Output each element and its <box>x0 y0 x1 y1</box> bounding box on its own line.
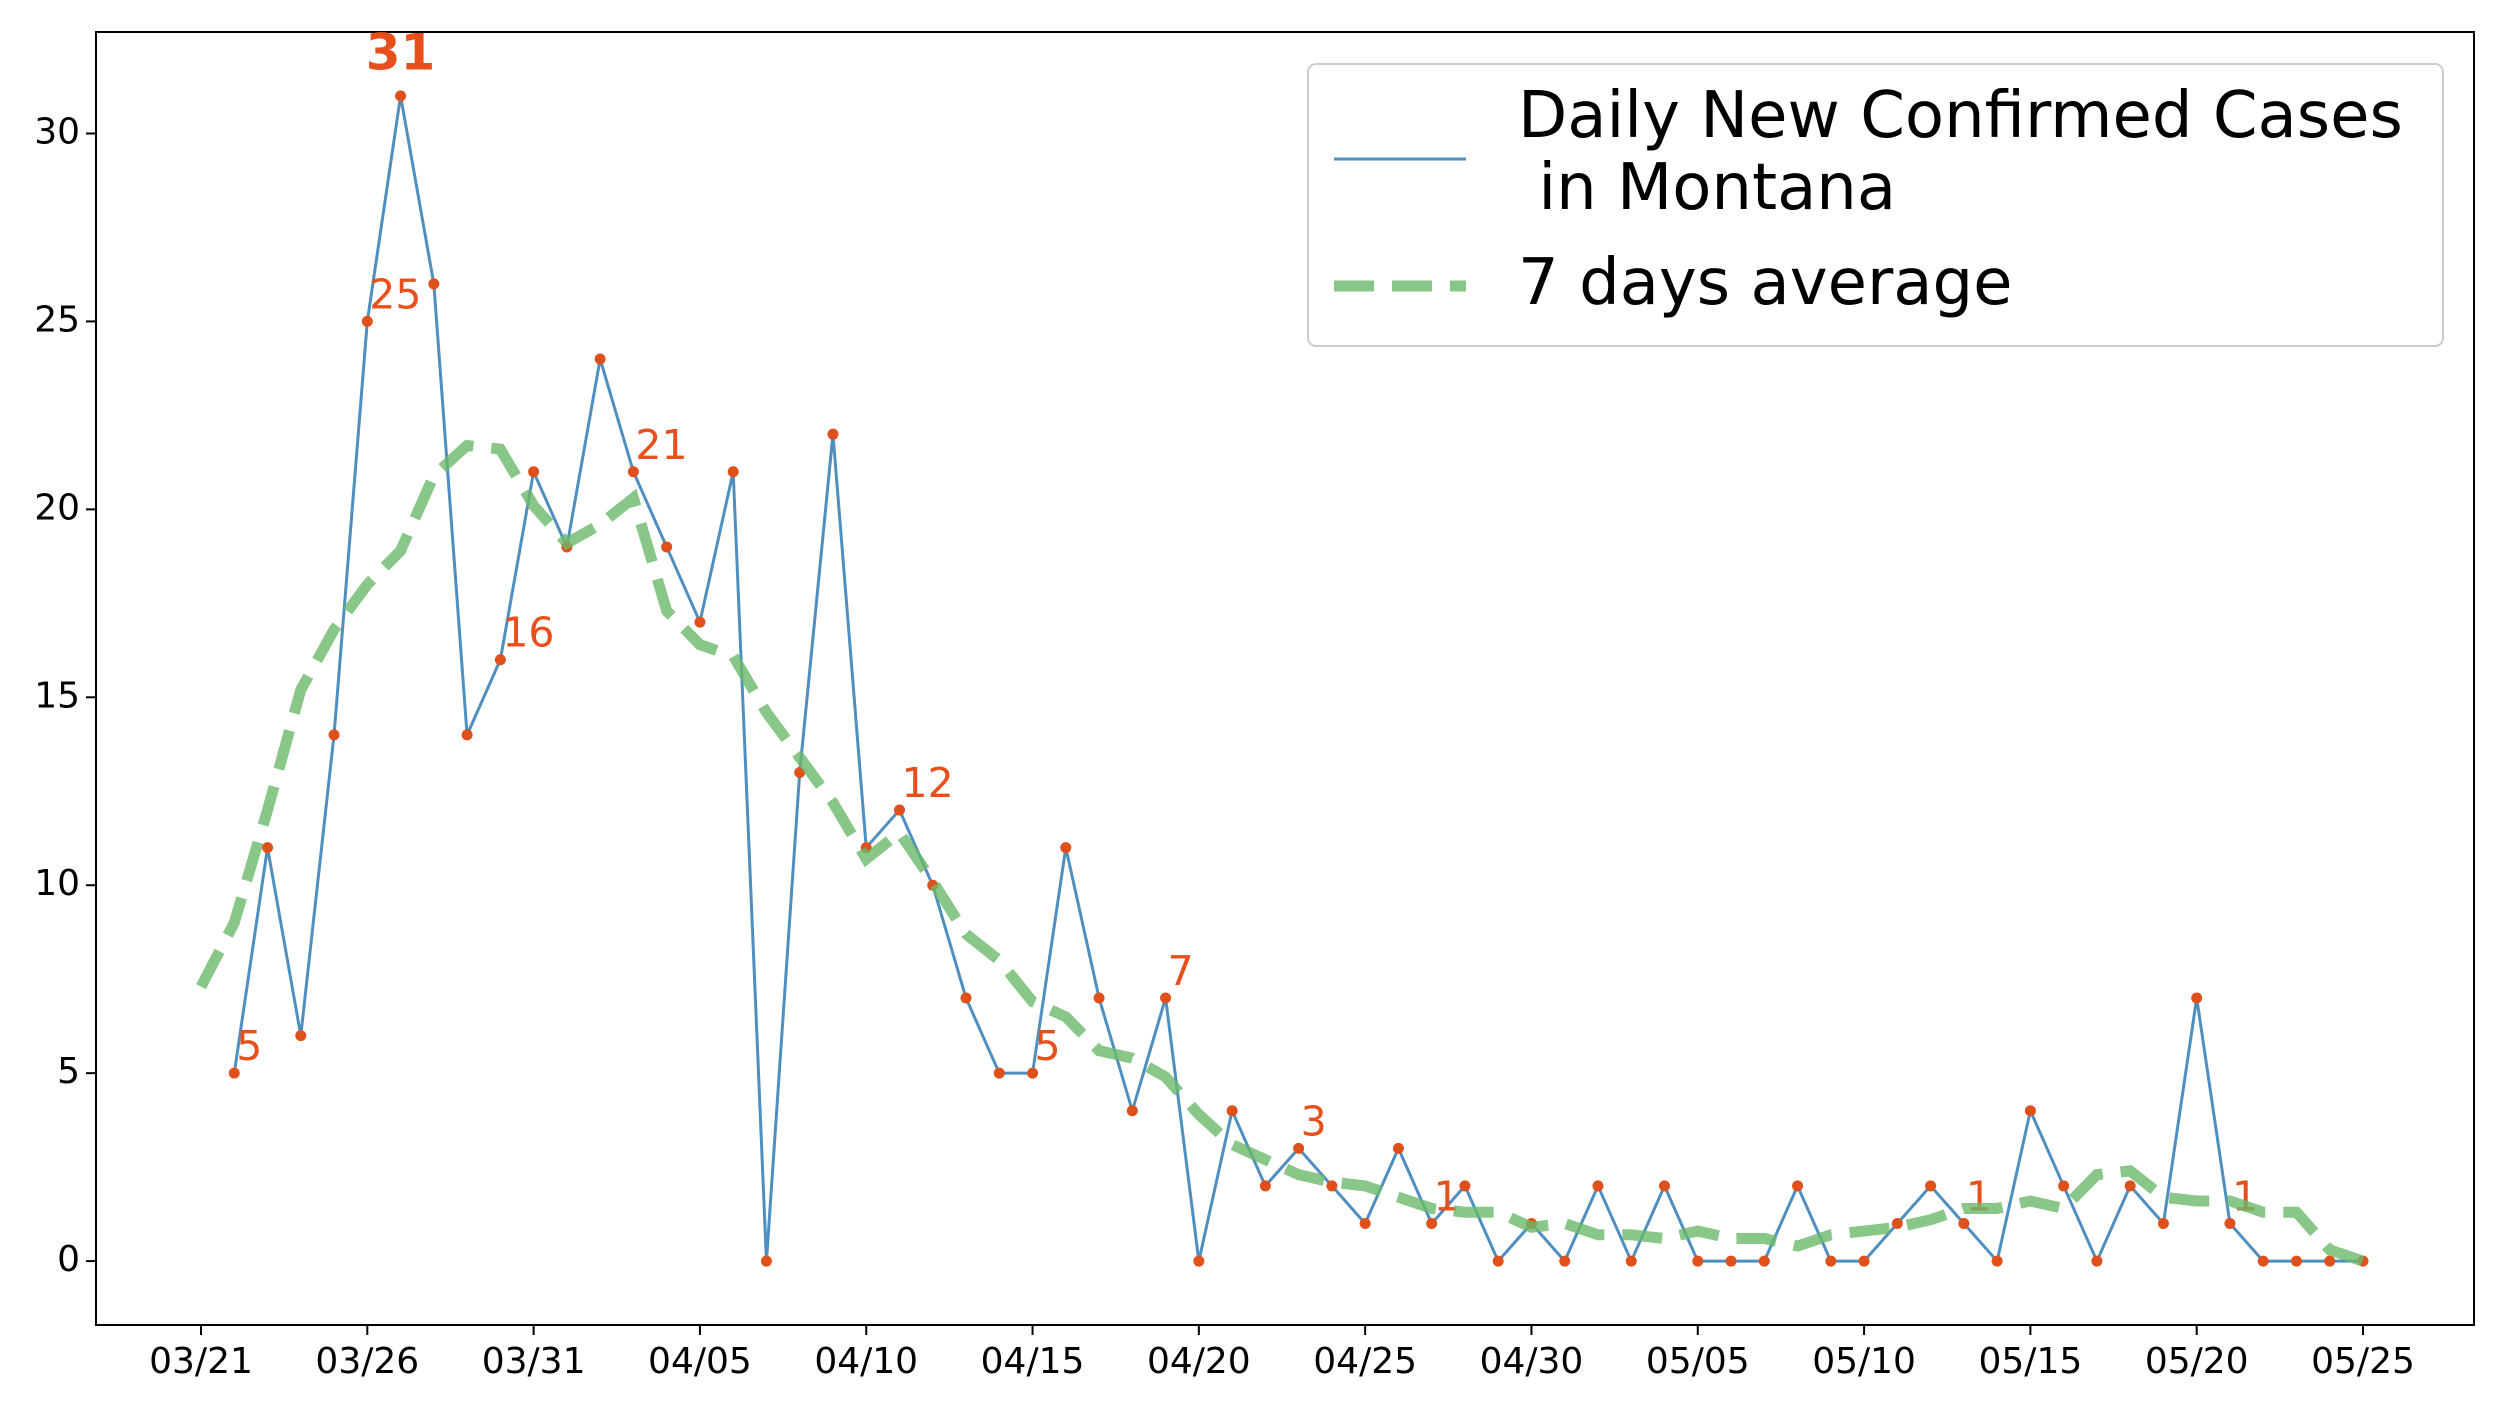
data-point <box>827 428 839 440</box>
data-point <box>295 1030 307 1042</box>
data-point <box>960 992 972 1004</box>
data-point <box>1891 1218 1903 1230</box>
y-tick-label: 5 <box>57 1051 80 1092</box>
x-tick-label: 05/05 <box>1646 1341 1750 1382</box>
data-point <box>1758 1255 1770 1267</box>
x-tick-label: 05/25 <box>2311 1341 2415 1382</box>
x-tick-label: 03/21 <box>149 1341 253 1382</box>
data-point <box>1426 1218 1438 1230</box>
data-label: 12 <box>901 759 953 807</box>
data-point <box>361 315 373 327</box>
x-tick-label: 04/30 <box>1480 1341 1584 1382</box>
y-tick-label: 25 <box>34 299 80 340</box>
x-tick-label: 04/10 <box>814 1341 918 1382</box>
legend-label-line: Daily New Confirmed Cases <box>1518 79 2403 153</box>
data-point <box>328 729 340 741</box>
data-point <box>1625 1255 1637 1267</box>
data-label: 5 <box>236 1022 262 1070</box>
legend-label: Daily New Confirmed Cases in Montana <box>1518 79 2403 225</box>
data-point <box>461 729 473 741</box>
x-tick-label: 04/25 <box>1313 1341 1417 1382</box>
data-point <box>1725 1255 1737 1267</box>
data-point <box>893 804 905 816</box>
y-tick-label: 30 <box>34 111 80 152</box>
y-tick-label: 20 <box>34 487 80 528</box>
data-point <box>1060 842 1072 854</box>
data-point <box>2257 1255 2269 1267</box>
data-point <box>1991 1255 2003 1267</box>
data-point <box>1259 1180 1271 1192</box>
y-tick-label: 15 <box>34 675 80 716</box>
data-point <box>1193 1255 1205 1267</box>
data-point <box>2324 1255 2336 1267</box>
x-tick-label: 04/20 <box>1147 1341 1251 1382</box>
data-point <box>1958 1218 1970 1230</box>
data-label: 5 <box>1035 1022 1061 1070</box>
data-point <box>2024 1105 2036 1117</box>
x-tick-label: 04/15 <box>981 1341 1085 1382</box>
data-point <box>1126 1105 1138 1117</box>
data-point <box>661 541 673 553</box>
y-tick-label: 10 <box>34 863 80 904</box>
data-point <box>1692 1255 1704 1267</box>
data-point <box>1459 1180 1471 1192</box>
data-point <box>1925 1180 1937 1192</box>
x-tick-label: 05/20 <box>2145 1341 2249 1382</box>
data-point <box>1792 1180 1804 1192</box>
x-tick-label: 05/15 <box>1979 1341 2083 1382</box>
data-point <box>1226 1105 1238 1117</box>
data-point <box>1326 1180 1338 1192</box>
legend-label: 7 days average <box>1518 246 2012 320</box>
data-point <box>1359 1218 1371 1230</box>
legend-label-line: 7 days average <box>1518 246 2012 320</box>
data-point <box>2290 1255 2302 1267</box>
data-point <box>727 466 739 478</box>
data-point <box>1160 992 1172 1004</box>
data-point <box>1659 1180 1671 1192</box>
data-point <box>262 842 274 854</box>
data-point <box>1392 1142 1404 1154</box>
data-point <box>1093 992 1105 1004</box>
data-point <box>1559 1255 1571 1267</box>
x-tick-label: 03/26 <box>315 1341 419 1382</box>
plot-frame <box>95 31 2475 1326</box>
data-point <box>228 1067 240 1079</box>
data-label: 7 <box>1168 947 1194 995</box>
data-point <box>694 616 706 628</box>
legend-box <box>1307 63 2444 347</box>
data-point <box>2224 1218 2236 1230</box>
data-point <box>494 654 506 666</box>
data-point <box>1825 1255 1837 1267</box>
data-point <box>1293 1142 1305 1154</box>
data-point <box>2191 992 2203 1004</box>
data-point <box>2091 1255 2103 1267</box>
data-point <box>395 90 407 102</box>
data-point <box>2058 1180 2070 1192</box>
data-label: 3 <box>1301 1097 1327 1145</box>
x-tick-label: 04/05 <box>648 1341 752 1382</box>
y-tick-label: 0 <box>57 1239 80 1280</box>
data-point <box>993 1067 1005 1079</box>
data-point <box>428 278 440 290</box>
data-point <box>760 1255 772 1267</box>
data-point <box>1492 1255 1504 1267</box>
data-point <box>1858 1255 1870 1267</box>
average-line <box>196 439 2365 1267</box>
data-point <box>528 466 540 478</box>
data-point <box>2157 1218 2169 1230</box>
data-label: 25 <box>369 270 421 318</box>
data-point <box>1027 1067 1039 1079</box>
data-label: 21 <box>635 421 687 469</box>
data-point <box>1592 1180 1604 1192</box>
x-tick-label: 05/10 <box>1812 1341 1916 1382</box>
data-label: 16 <box>502 609 554 657</box>
data-point <box>627 466 639 478</box>
data-point <box>594 353 606 365</box>
legend-label-line: in Montana <box>1518 151 1896 225</box>
x-tick-label: 03/31 <box>482 1341 586 1382</box>
data-point <box>2124 1180 2136 1192</box>
data-label: 31 <box>366 23 436 81</box>
